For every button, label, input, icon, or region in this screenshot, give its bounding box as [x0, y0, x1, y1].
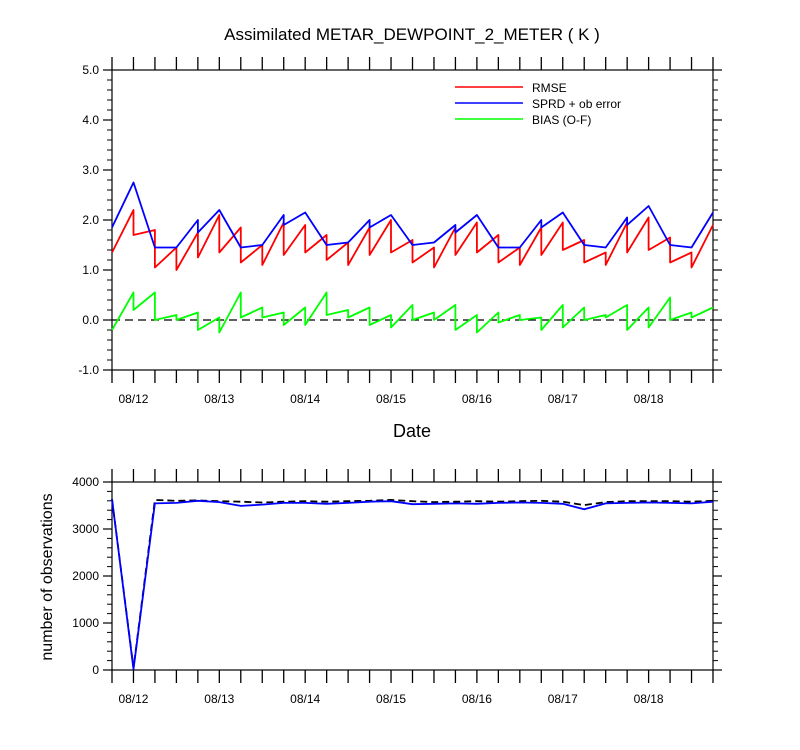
y-tick-label: 1.0	[82, 263, 99, 277]
y-tick-label: 3.0	[82, 163, 99, 177]
top-chart-title: Assimilated METAR_DEWPOINT_2_METER ( K )	[224, 25, 600, 44]
bottom-chart-y-axis-label: number of observations	[39, 493, 56, 660]
series-line-observations-assimilated	[111, 498, 714, 670]
y-tick-label: 5.0	[82, 63, 99, 77]
x-tick-label: 08/13	[204, 392, 234, 406]
series-line-sprd-ob-error	[111, 181, 714, 249]
x-tick-label: 08/15	[376, 692, 406, 706]
bottom-chart-plot: 0 1000 2000 3000 4000 08/12 08/13 08/14 08/15 08/…	[72, 469, 722, 706]
y-tick-label: 3000	[72, 522, 99, 536]
legend-label-sprd-ob-error: SPRD + ob error	[532, 97, 621, 111]
y-tick-label: 2000	[72, 569, 99, 583]
top-chart-plot: -1.0 0.0 1.0 2.0 3.0 4.0 5.0 08/12 08/13 08/14 08/…	[78, 57, 722, 406]
y-tick-label: 0.0	[82, 313, 99, 327]
x-tick-label: 08/12	[118, 692, 148, 706]
x-tick-label: 08/18	[634, 692, 664, 706]
y-tick-label: 0	[92, 663, 99, 677]
top-chart-x-axis-label: Date	[393, 421, 431, 441]
y-tick-label: 4000	[72, 475, 99, 489]
x-tick-label: 08/17	[548, 692, 578, 706]
series-line-bias-o-f	[111, 291, 714, 334]
x-tick-label: 08/14	[290, 392, 320, 406]
x-tick-label: 08/13	[204, 692, 234, 706]
x-tick-label: 08/12	[118, 392, 148, 406]
y-tick-label: -1.0	[78, 363, 99, 377]
x-tick-label: 08/15	[376, 392, 406, 406]
y-tick-label: 4.0	[82, 113, 99, 127]
plot-frame	[111, 69, 714, 371]
legend-label-rmse: RMSE	[532, 81, 567, 95]
x-tick-label: 08/16	[462, 692, 492, 706]
x-tick-label: 08/18	[634, 392, 664, 406]
plot-frame	[111, 481, 714, 671]
x-tick-label: 08/14	[290, 692, 320, 706]
series-line-observations-possible	[111, 498, 714, 669]
x-tick-label: 08/16	[462, 392, 492, 406]
y-tick-label: 1000	[72, 616, 99, 630]
legend-label-bias-o-f: BIAS (O-F)	[532, 113, 591, 127]
x-tick-label: 08/17	[548, 392, 578, 406]
series-line-rmse	[111, 209, 714, 271]
y-tick-label: 2.0	[82, 213, 99, 227]
